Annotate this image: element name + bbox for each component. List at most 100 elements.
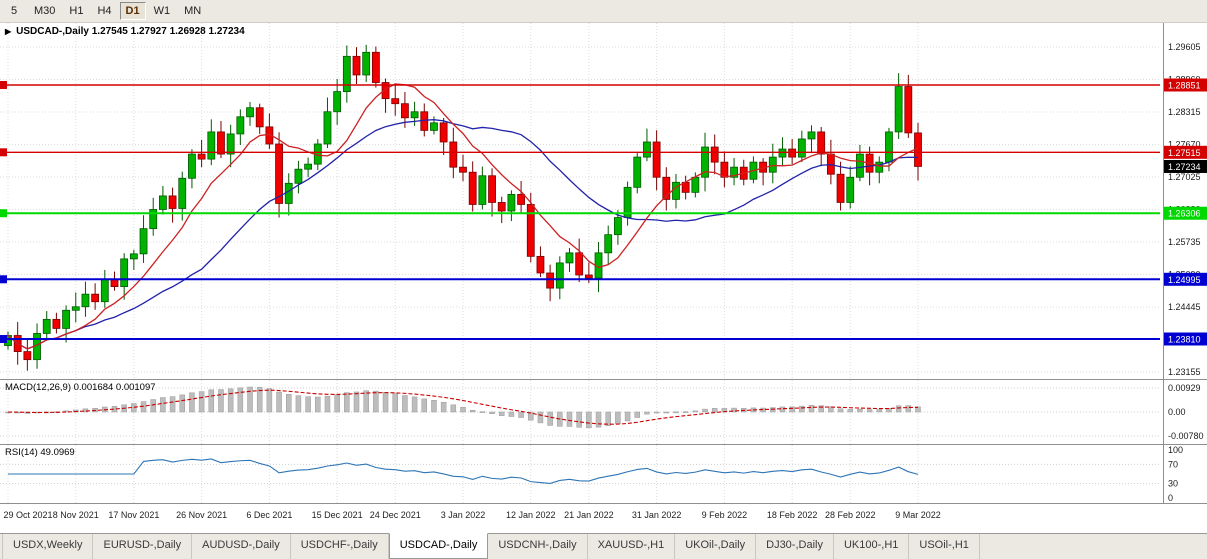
rsi-line — [8, 458, 919, 484]
candle-body — [526, 204, 535, 257]
level-price-badge-text: 1.23810 — [1168, 334, 1201, 344]
candle-body — [691, 176, 700, 193]
rsi-panel[interactable]: 100 70 30 0 — [0, 445, 1207, 503]
macd-histogram-bar — [770, 407, 776, 413]
chart-tab-usdcnh-daily[interactable]: USDCNH-,Daily — [488, 534, 588, 559]
chart-window[interactable]: 1.296051.289601.283151.276701.270251.263… — [0, 23, 1207, 533]
one-click-trading-icon[interactable]: ▶ — [5, 26, 12, 36]
macd-histogram-bar — [624, 411, 631, 422]
level-price-badge — [1164, 206, 1207, 220]
chart-tab-audusd-daily[interactable]: AUDUSD-,Daily — [192, 534, 291, 559]
macd-histogram-bar — [160, 397, 166, 413]
chart-tab-usdchf-daily[interactable]: USDCHF-,Daily — [291, 534, 389, 559]
candle-body — [381, 82, 390, 100]
chart-tab-usoil-h1[interactable]: USOil-,H1 — [909, 534, 980, 559]
macd-histogram-bar — [702, 408, 708, 413]
candle-body — [265, 126, 274, 145]
timeframe-button-h1[interactable]: H1 — [69, 5, 84, 17]
candle-body — [575, 252, 584, 276]
macd-axis-tick: 0.00 — [1168, 407, 1186, 417]
level-left-marker — [0, 80, 7, 89]
macd-histogram-bar — [799, 405, 805, 413]
macd-histogram-bar — [605, 411, 611, 426]
macd-histogram-bar — [402, 395, 408, 413]
macd-histogram-bar — [237, 387, 244, 413]
candle-body — [294, 168, 303, 184]
timeframe-button-d1[interactable]: D1 — [119, 2, 146, 20]
x-axis-label: 17 Nov 2021 — [108, 510, 160, 520]
macd-histogram-bar — [373, 390, 379, 413]
macd-histogram-bar — [808, 405, 815, 413]
y-axis-tick: 1.29605 — [1168, 42, 1201, 52]
panel-separator[interactable] — [0, 503, 1207, 504]
macd-histogram-bar — [479, 411, 486, 413]
timeframe-button-h4[interactable]: H4 — [97, 5, 112, 17]
candle-body — [710, 146, 719, 163]
candle-body — [178, 177, 187, 209]
rsi-axis-tick: 70 — [1168, 459, 1178, 469]
macd-histogram-bar — [789, 406, 795, 413]
macd-label: MACD(12,26,9) 0.001684 0.001097 — [5, 382, 156, 393]
macd-histogram-bar — [305, 396, 311, 413]
macd-histogram-bar — [905, 405, 912, 413]
rsi-label: RSI(14) 49.0969 — [5, 447, 75, 458]
macd-histogram-bar — [324, 395, 331, 413]
current-price-badge — [1164, 159, 1207, 173]
level-price-badge — [1164, 145, 1207, 159]
macd-axis-tick: 0.00929 — [1168, 383, 1201, 393]
timeframe-button-5[interactable]: 5 — [10, 5, 18, 17]
timeframe-button-w1[interactable]: W1 — [153, 5, 171, 17]
candle-body — [91, 293, 100, 303]
candle-body — [604, 234, 613, 254]
macd-histogram-bar — [440, 401, 447, 413]
candle-body — [71, 306, 80, 311]
timeframe-button-mn[interactable]: MN — [184, 5, 202, 17]
timeframe-button-m30[interactable]: M30 — [34, 5, 56, 17]
chart-tabbar: USDX,Weekly EURUSD-,Daily AUDUSD-,Daily USD… — [0, 533, 1207, 559]
price-chart[interactable]: 1.296051.289601.283151.276701.270251.263… — [0, 23, 1207, 379]
chart-tab-usdcad-daily[interactable]: USDCAD-,Daily — [388, 533, 489, 559]
candle-body — [352, 55, 361, 76]
macd-histogram-bar — [518, 411, 524, 418]
chart-tab-usdx-weekly[interactable]: USDX,Weekly — [2, 534, 94, 559]
x-axis-label: 24 Dec 2021 — [369, 510, 421, 520]
ma-slow-line — [7, 119, 919, 350]
current-price-badge-text: 1.27234 — [1168, 162, 1201, 172]
chart-tab-ukoil-daily[interactable]: UKOil-,Daily — [675, 534, 757, 559]
macd-histogram-bar — [537, 411, 544, 424]
panel-separator[interactable] — [0, 444, 1207, 445]
candle-body — [701, 146, 709, 178]
level-price-badge-text: 1.27515 — [1168, 148, 1201, 158]
candle-body — [488, 175, 496, 203]
chart-tab-dj30-daily[interactable]: DJ30-,Daily — [756, 534, 834, 559]
macd-histogram-bar — [266, 388, 273, 413]
date-axis[interactable]: 29 Oct 2021 8 Nov 2021 17 Nov 2021 26 Nov 2… — [0, 504, 1207, 532]
level-price-badge — [1164, 332, 1207, 346]
macd-histogram-bar — [489, 411, 495, 414]
macd-histogram-bar — [586, 411, 592, 429]
x-axis-label: 15 Dec 2021 — [311, 510, 363, 520]
macd-histogram-bar — [247, 386, 253, 413]
x-axis-label: 9 Mar 2022 — [895, 510, 941, 520]
macd-histogram-bar — [498, 411, 505, 416]
macd-panel[interactable]: 0.00929 0.00 -0.00780 — [0, 380, 1207, 444]
chart-tab-eurusd-daily[interactable]: EURUSD-,Daily — [93, 534, 193, 559]
macd-histogram-bar — [847, 409, 853, 413]
chart-tab-xauusd-h1[interactable]: XAUUSD-,H1 — [588, 534, 676, 559]
candle-body — [517, 193, 525, 205]
candle-body — [284, 182, 293, 204]
panel-separator[interactable] — [0, 379, 1207, 380]
rsi-axis-tick: 100 — [1168, 445, 1183, 455]
candle-body — [672, 181, 680, 200]
x-axis-label: 18 Feb 2022 — [766, 510, 818, 520]
candle-body — [255, 107, 264, 128]
candle-body — [168, 195, 177, 209]
candle-body — [478, 175, 487, 205]
macd-histogram-bar — [644, 411, 650, 415]
candle-body — [836, 173, 845, 203]
ma-fast-line — [7, 83, 919, 350]
candle-body — [468, 171, 477, 205]
chart-tab-uk100-h1[interactable]: UK100-,H1 — [834, 534, 910, 559]
macd-histogram-bar — [411, 396, 418, 413]
level-price-badge — [1164, 272, 1207, 286]
